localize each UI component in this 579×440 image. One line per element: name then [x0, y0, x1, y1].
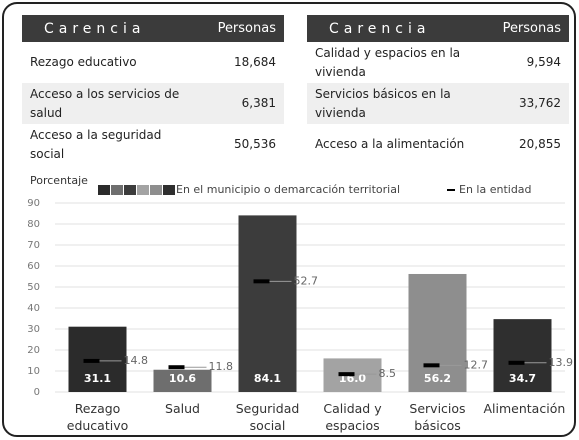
bar	[238, 215, 297, 392]
header-cell: Carencia	[22, 15, 198, 42]
header-cell: Personas	[198, 15, 284, 42]
legend-swatch	[124, 185, 136, 195]
cell: Calidad y espacios en la vivienda	[315, 45, 461, 79]
x-tick-label: Calidad y espacios	[323, 401, 382, 433]
cell: Acceso a los servicios de salud	[22, 83, 198, 124]
legend-swatch	[137, 185, 149, 195]
bar	[153, 369, 212, 392]
x-tick-label: Salud	[165, 401, 200, 416]
value-label: 31.1	[84, 372, 111, 385]
entity-label: 13.9	[549, 356, 574, 369]
y-tick-label: 50	[27, 282, 40, 293]
y-axis-label: Porcentaje	[30, 174, 88, 187]
y-tick-label: 80	[27, 219, 40, 230]
header-row: Carencia Personas	[22, 15, 284, 42]
table-row: Acceso a los servicios de salud 6,381	[22, 83, 284, 124]
value-label: 84.1	[254, 372, 281, 385]
table: Carencia Personas Calidad y espacios en la…	[307, 15, 569, 165]
y-tick-label: 10	[27, 366, 40, 377]
value-label: 34.7	[509, 372, 536, 385]
table-row: Acceso a la alimentación 20,855	[307, 124, 569, 165]
cell: Rezago educativo	[30, 55, 137, 69]
y-tick-label: 60	[27, 261, 40, 272]
x-tick-label: Seguridad social	[235, 401, 300, 433]
legend-swatch	[163, 185, 175, 195]
header-cell: Carencia	[307, 15, 483, 42]
y-tick-label: 90	[27, 198, 40, 209]
entity-label: 52.7	[294, 274, 319, 287]
header-row: Carencia Personas	[307, 15, 569, 42]
entity-label: 14.8	[124, 354, 149, 367]
table-row: Servicios básicos en la vivienda 33,762	[307, 83, 569, 124]
y-tick-label: 30	[27, 324, 40, 335]
legend-swatch	[111, 185, 123, 195]
bar	[408, 273, 467, 392]
cell: 20,855	[519, 137, 561, 151]
entity-label: 8.5	[379, 367, 397, 380]
header-cell: Personas	[483, 15, 569, 42]
y-tick-label: 70	[27, 240, 40, 251]
cell: Servicios básicos en la vivienda	[307, 83, 483, 124]
entity-label: 12.7	[464, 358, 489, 371]
cell: 18,684	[234, 55, 276, 69]
y-tick-label: 40	[27, 303, 40, 314]
table-row: Rezago educativo 18,684	[22, 42, 284, 83]
legend-label: En el municipio o demarcación territoria…	[176, 183, 400, 196]
x-tick-label: Servicios básicos	[409, 401, 466, 433]
cell: Acceso a la seguridad social	[30, 127, 162, 161]
value-label: 56.2	[424, 372, 451, 385]
entity-label: 11.8	[209, 360, 234, 373]
y-tick-label: 0	[34, 387, 40, 398]
bar	[493, 319, 552, 392]
x-tick-label: Alimentación	[483, 401, 566, 416]
cell: Acceso a la alimentación	[315, 137, 465, 151]
legend-swatch	[98, 185, 110, 195]
value-label: 10.6	[169, 372, 196, 385]
cell: 6,381	[198, 83, 284, 124]
legend-swatch	[150, 185, 162, 195]
table: Carencia Personas Rezago educativo 18,684 Ac…	[22, 15, 284, 165]
table-row: Calidad y espacios en la vivienda 9,594	[307, 42, 569, 83]
table-row: Acceso a la seguridad social 50,536	[22, 124, 284, 165]
legend-label: En la entidad	[459, 183, 532, 196]
cell: 33,762	[483, 83, 569, 124]
y-tick-label: 20	[27, 345, 40, 356]
x-tick-label: Rezago educativo	[66, 401, 129, 433]
cell: 9,594	[526, 55, 561, 69]
cell: 50,536	[234, 137, 276, 151]
